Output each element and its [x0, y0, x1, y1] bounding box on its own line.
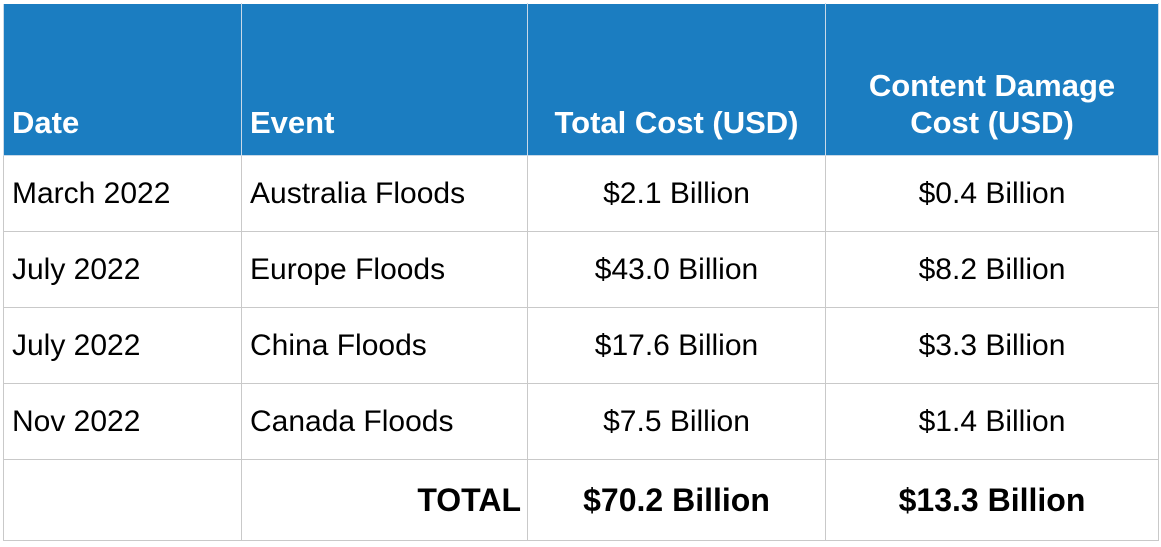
header-date: Date	[3, 3, 242, 156]
cell-event: Canada Floods	[241, 383, 528, 460]
cell-total-cost: $7.5 Billion	[527, 383, 826, 460]
header-event: Event	[241, 3, 528, 156]
cell-content-damage-cost: $1.4 Billion	[825, 383, 1159, 460]
table-body: March 2022 Australia Floods $2.1 Billion…	[3, 155, 1159, 541]
cell-content-damage-cost: $0.4 Billion	[825, 155, 1159, 232]
table-row: March 2022 Australia Floods $2.1 Billion…	[3, 155, 1159, 232]
cell-date: July 2022	[3, 307, 242, 384]
table-row: July 2022 China Floods $17.6 Billion $3.…	[3, 307, 1159, 384]
total-label: TOTAL	[241, 459, 528, 541]
cell-event: Australia Floods	[241, 155, 528, 232]
table-row: July 2022 Europe Floods $43.0 Billion $8…	[3, 231, 1159, 308]
cell-date: July 2022	[3, 231, 242, 308]
header-total-cost: Total Cost (USD)	[527, 3, 826, 156]
flood-cost-table: Date Event Total Cost (USD) Content Dama…	[3, 3, 1159, 541]
total-row: TOTAL $70.2 Billion $13.3 Billion	[3, 459, 1159, 541]
cell-total-cost: $43.0 Billion	[527, 231, 826, 308]
total-cost-sum: $70.2 Billion	[527, 459, 826, 541]
cell-total-cost: $2.1 Billion	[527, 155, 826, 232]
table-header: Date Event Total Cost (USD) Content Dama…	[3, 3, 1159, 156]
total-content-damage-sum: $13.3 Billion	[825, 459, 1159, 541]
cell-content-damage-cost: $3.3 Billion	[825, 307, 1159, 384]
header-content-damage-cost: Content Damage Cost (USD)	[825, 3, 1159, 156]
cell-date: Nov 2022	[3, 383, 242, 460]
header-row: Date Event Total Cost (USD) Content Dama…	[3, 3, 1159, 156]
cell-event: China Floods	[241, 307, 528, 384]
total-date-cell	[3, 459, 242, 541]
cell-event: Europe Floods	[241, 231, 528, 308]
cell-date: March 2022	[3, 155, 242, 232]
cell-content-damage-cost: $8.2 Billion	[825, 231, 1159, 308]
table-row: Nov 2022 Canada Floods $7.5 Billion $1.4…	[3, 383, 1159, 460]
cell-total-cost: $17.6 Billion	[527, 307, 826, 384]
